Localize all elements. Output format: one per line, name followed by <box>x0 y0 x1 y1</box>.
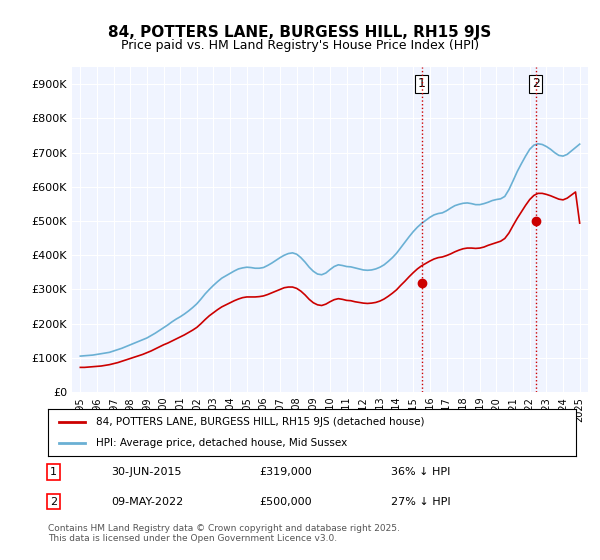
Text: 09-MAY-2022: 09-MAY-2022 <box>112 497 184 507</box>
Text: 1: 1 <box>50 467 57 477</box>
Text: 84, POTTERS LANE, BURGESS HILL, RH15 9JS (detached house): 84, POTTERS LANE, BURGESS HILL, RH15 9JS… <box>95 417 424 427</box>
Text: 36% ↓ HPI: 36% ↓ HPI <box>391 467 451 477</box>
Text: Price paid vs. HM Land Registry's House Price Index (HPI): Price paid vs. HM Land Registry's House … <box>121 39 479 52</box>
Text: 84, POTTERS LANE, BURGESS HILL, RH15 9JS: 84, POTTERS LANE, BURGESS HILL, RH15 9JS <box>109 25 491 40</box>
Text: £500,000: £500,000 <box>259 497 312 507</box>
Text: 2: 2 <box>50 497 57 507</box>
Text: 1: 1 <box>418 77 425 91</box>
Text: 30-JUN-2015: 30-JUN-2015 <box>112 467 182 477</box>
Text: 2: 2 <box>532 77 539 91</box>
Text: HPI: Average price, detached house, Mid Sussex: HPI: Average price, detached house, Mid … <box>95 438 347 448</box>
Text: Contains HM Land Registry data © Crown copyright and database right 2025.
This d: Contains HM Land Registry data © Crown c… <box>48 524 400 543</box>
Text: £319,000: £319,000 <box>259 467 312 477</box>
Text: 27% ↓ HPI: 27% ↓ HPI <box>391 497 451 507</box>
